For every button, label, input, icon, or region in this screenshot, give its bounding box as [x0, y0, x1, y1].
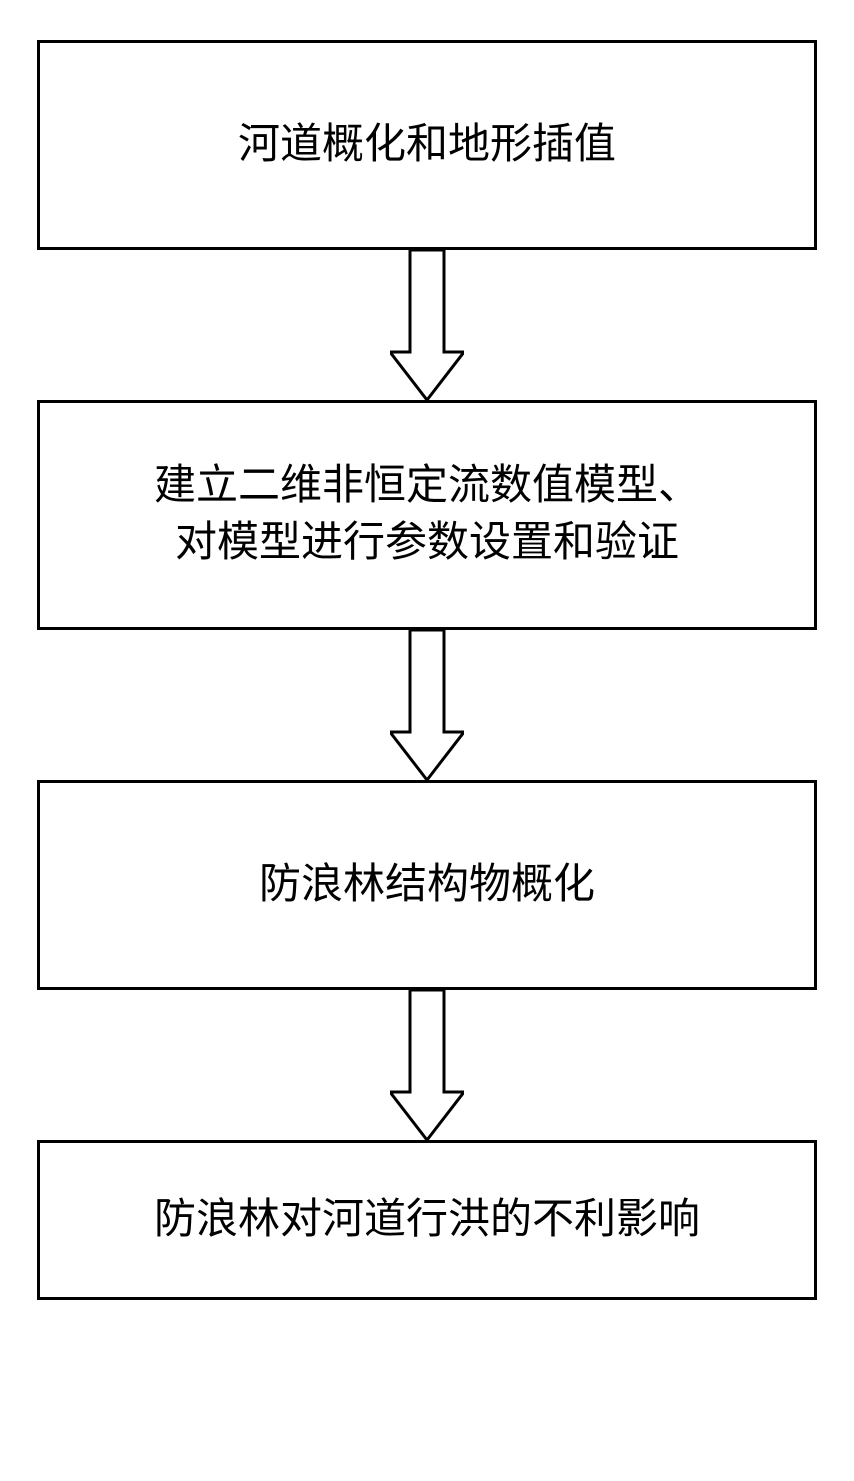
flow-node-n2: 建立二维非恒定流数值模型、对模型进行参数设置和验证: [37, 400, 817, 630]
flow-node-n1: 河道概化和地形插值: [37, 40, 817, 250]
flow-node-n4: 防浪林对河道行洪的不利影响: [37, 1140, 817, 1300]
flow-node-text: 防浪林结构物概化: [259, 857, 595, 914]
arrow-down-icon: [390, 990, 464, 1140]
flow-node-text: 河道概化和地形插值: [238, 117, 616, 174]
arrow-down-icon: [390, 630, 464, 780]
flow-node-text: 防浪林对河道行洪的不利影响: [154, 1192, 700, 1249]
arrow-down-icon: [390, 250, 464, 400]
flow-node-text: 对模型进行参数设置和验证: [175, 515, 679, 572]
flowchart-container: 河道概化和地形插值建立二维非恒定流数值模型、对模型进行参数设置和验证防浪林结构物…: [37, 40, 817, 1300]
flow-node-text: 建立二维非恒定流数值模型、: [154, 458, 700, 515]
flow-node-n3: 防浪林结构物概化: [37, 780, 817, 990]
